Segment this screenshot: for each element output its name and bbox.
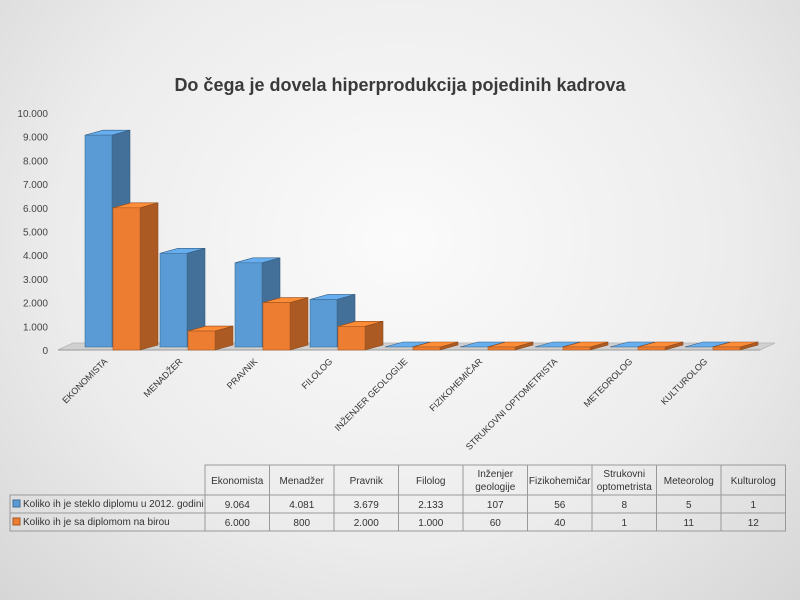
y-tick-label: 2.000	[23, 299, 48, 310]
table-header-cell: Strukovni	[603, 469, 645, 480]
bars	[84, 129, 759, 351]
table-header-cell: Inženjer	[477, 469, 513, 480]
table-header-cell: Fizikohemičar	[529, 476, 591, 487]
table-value-cell: 4.081	[289, 500, 314, 511]
bar-unemployed	[637, 341, 684, 351]
bar-front	[562, 346, 591, 351]
bar-front	[234, 262, 263, 348]
table-value-cell: 2.133	[418, 500, 443, 511]
table-value-cell: 56	[554, 500, 566, 511]
table-value-cell: 9.064	[225, 500, 250, 511]
x-category-label: METEOROLOG	[582, 356, 635, 409]
table-value-cell: 40	[554, 518, 566, 529]
bar-unemployed	[412, 341, 459, 351]
bar-side	[139, 202, 159, 351]
table-header-cell: Pravnik	[350, 476, 384, 487]
y-tick-label: 6.000	[23, 204, 48, 215]
legend-label: Koliko ih je sa diplomom na birou	[23, 517, 170, 528]
table-value-cell: 800	[293, 518, 310, 529]
y-tick-label: 7.000	[23, 180, 48, 191]
table-header-cell: Meteorolog	[664, 476, 714, 487]
bar-front	[159, 252, 188, 348]
chart-title: Do čega je dovela hiperprodukcija pojedi…	[174, 75, 626, 95]
table-value-cell: 11	[684, 518, 695, 529]
table-header-cell: geologije	[475, 482, 515, 493]
bar-front	[187, 330, 216, 351]
y-tick-label: 1.000	[23, 322, 48, 333]
table-header-cell: Filolog	[416, 476, 445, 487]
bar-unemployed	[112, 202, 159, 351]
x-category-label: FIZIKOHEMIČAR	[427, 356, 484, 413]
y-tick-label: 3.000	[23, 275, 48, 286]
y-tick-label: 0	[42, 346, 48, 357]
bar-unemployed	[562, 341, 609, 351]
x-category-label: INŽENJER GEOLOGIJE	[333, 356, 410, 433]
legend-label: Koliko ih je steklo diplomu u 2012. godi…	[23, 499, 204, 510]
x-category-label: STRUKOVNI OPTOMETRISTA	[464, 356, 560, 452]
bar-unemployed	[337, 320, 384, 351]
x-category-label: FILOLOG	[300, 356, 335, 391]
table-header-cell: Ekonomista	[211, 476, 264, 487]
y-tick-label: 9.000	[23, 133, 48, 144]
x-category-label: PRAVNIK	[225, 356, 260, 391]
bar-unemployed	[262, 297, 309, 351]
y-tick-label: 4.000	[23, 251, 48, 262]
table-header-cell: optometrista	[597, 482, 652, 493]
table-value-cell: 3.679	[354, 500, 379, 511]
y-tick-label: 5.000	[23, 228, 48, 239]
y-tick-label: 10.000	[17, 109, 48, 120]
bar-front	[412, 346, 441, 351]
data-table: Ekonomista Menadžer Pravnik Filolog Inženjer…	[9, 464, 786, 532]
bar-front	[309, 299, 338, 348]
x-category-label: EKONOMISTA	[60, 356, 109, 405]
table-value-cell: 1	[621, 518, 627, 529]
x-axis-labels: EKONOMISTA MENADŽER PRAVNIK FILOLOGINŽENJER…	[60, 356, 709, 452]
table-value-cell: 12	[748, 518, 760, 529]
bar-front	[337, 325, 366, 351]
bar-front	[712, 346, 741, 351]
table-header-cell: Menadžer	[280, 476, 325, 487]
bar-side	[289, 297, 309, 351]
table-value-cell: 1.000	[418, 518, 443, 529]
bar-unemployed	[487, 341, 534, 351]
x-category-label: KULTUROLOG	[659, 356, 709, 406]
bar-front	[112, 207, 141, 351]
table-value-cell: 8	[621, 500, 627, 511]
table-value-cell: 2.000	[354, 518, 379, 529]
bar-front	[487, 346, 516, 351]
table-value-cell: 60	[490, 518, 502, 529]
legend-swatch	[12, 499, 21, 508]
bar-graduated	[159, 247, 206, 348]
bar-front	[84, 134, 113, 348]
x-category-label: MENADŽER	[142, 356, 185, 399]
table-header-cell: Kulturolog	[731, 476, 776, 487]
bar-unemployed	[712, 341, 759, 351]
bar-front	[262, 302, 291, 351]
y-tick-label: 8.000	[23, 156, 48, 167]
bar-front	[637, 346, 666, 351]
table-value-cell: 107	[487, 500, 504, 511]
bar-unemployed	[187, 325, 234, 351]
y-axis: 0 1.000 2.000 3.000 4.000 5.000 6.000 7.000 8.00…	[17, 109, 48, 357]
table-value-cell: 1	[750, 500, 756, 511]
table-value-cell: 6.000	[225, 518, 250, 529]
legend-swatch	[12, 517, 21, 526]
table-value-cell: 5	[686, 500, 692, 511]
